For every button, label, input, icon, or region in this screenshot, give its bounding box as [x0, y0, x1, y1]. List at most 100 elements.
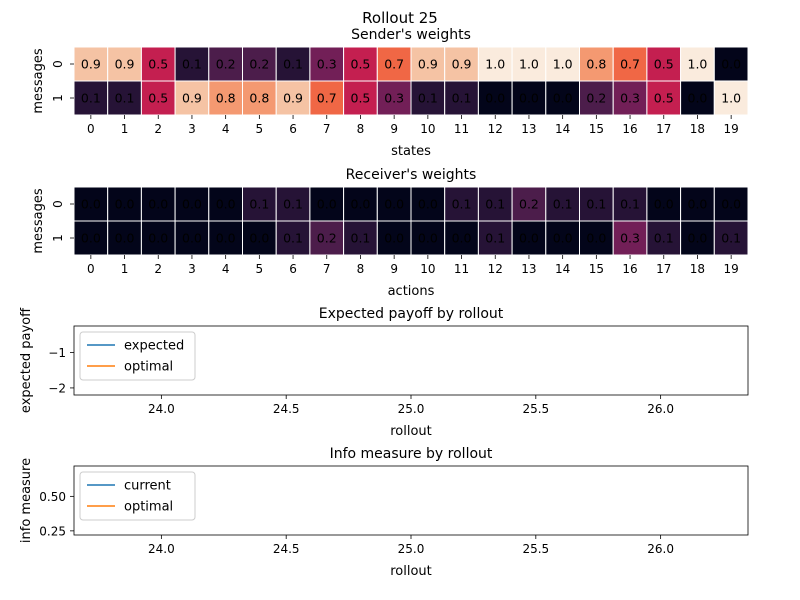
- x-tick-label: 26.0: [647, 542, 674, 556]
- heatmap-cell: [140, 186, 176, 222]
- cell-value-label: 0.1: [485, 231, 505, 246]
- plots: Sender's weights 0.9 0.9 0.5 0.1 0.2 0.2 0.1 0.3…: [19, 27, 749, 579]
- x-tick-label: 16: [622, 262, 637, 276]
- legend-label: current: [124, 479, 171, 494]
- y-axis-label: expected payoff: [19, 307, 34, 413]
- x-tick-label: 13: [521, 122, 536, 136]
- heatmap-cell: [208, 186, 244, 222]
- heatmap-cell: [612, 220, 648, 256]
- cell-value-label: 1.0: [553, 57, 573, 72]
- heatmap-cell: [579, 80, 614, 116]
- x-tick-label: 24.5: [273, 402, 300, 416]
- x-tick-label: 14: [555, 122, 570, 136]
- x-tick-label: 3: [188, 262, 196, 276]
- heatmap-cell: [680, 220, 715, 256]
- heatmap-cell: [343, 186, 378, 222]
- x-tick-label: 11: [454, 122, 469, 136]
- y-axis-label: messages: [31, 188, 46, 253]
- x-tick-label: 8: [357, 262, 365, 276]
- cell-value-label: 0.0: [115, 231, 135, 246]
- cell-value-label: 0.1: [620, 197, 640, 212]
- cell-value-label: 0.0: [81, 197, 101, 212]
- heatmap-cell: [713, 80, 749, 116]
- cell-value-label: 0.1: [351, 231, 371, 246]
- y-tick-label: −2: [48, 381, 66, 395]
- heatmap-cell: [444, 220, 479, 256]
- heatmap-cell: [73, 46, 109, 82]
- cell-value-label: 0.3: [317, 57, 337, 72]
- x-tick-label: 9: [390, 262, 398, 276]
- cell-value-label: 0.2: [586, 91, 606, 106]
- heatmap-cell: [410, 220, 446, 256]
- cell-value-label: 0.1: [485, 197, 505, 212]
- x-tick-label: 24.0: [148, 542, 175, 556]
- heatmap-cell: [477, 80, 513, 116]
- y-tick-label: 0: [51, 60, 65, 68]
- heatmap-cell: [107, 80, 142, 116]
- cell-value-label: 0.3: [620, 231, 640, 246]
- legend-box: [79, 331, 196, 381]
- heatmap-cell: [511, 80, 547, 116]
- cell-value-label: 0.1: [81, 91, 101, 106]
- cell-value-label: 1.0: [688, 57, 708, 72]
- heatmap-cell: [208, 220, 244, 256]
- cell-value-label: 0.9: [81, 57, 101, 72]
- cell-value-label: 0.0: [688, 91, 708, 106]
- x-tick-label: 25.0: [398, 402, 425, 416]
- cell-value-label: 0.0: [418, 197, 438, 212]
- cell-value-label: 0.0: [384, 231, 404, 246]
- cell-value-label: 0.1: [721, 231, 741, 246]
- x-axis-label: states: [391, 144, 431, 159]
- cell-value-label: 0.1: [283, 57, 303, 72]
- cell-value-label: 0.7: [384, 57, 404, 72]
- y-axis-label: messages: [31, 48, 46, 113]
- x-tick-label: 14: [555, 262, 570, 276]
- heatmap-cell: [612, 46, 648, 82]
- heatmap-cell: [579, 220, 614, 256]
- legend-box: [79, 471, 196, 521]
- cell-value-label: 0.3: [620, 91, 640, 106]
- cell-value-label: 0.0: [485, 91, 505, 106]
- y-tick-label: 0.50: [39, 490, 66, 504]
- cell-value-label: 0.0: [452, 231, 472, 246]
- cell-value-label: 0.7: [620, 57, 640, 72]
- heatmap-cell: [242, 186, 277, 222]
- x-tick-label: 2: [154, 262, 162, 276]
- y-tick-label: −1: [48, 346, 66, 360]
- cell-value-label: 0.0: [721, 197, 741, 212]
- cell-value-label: 0.0: [148, 231, 168, 246]
- x-tick-label: 8: [357, 122, 365, 136]
- x-tick-label: 19: [724, 262, 739, 276]
- y-tick-label: 1: [51, 94, 65, 102]
- heatmap-cell: [646, 80, 682, 116]
- cell-value-label: 0.9: [182, 91, 202, 106]
- heatmap-cell: [410, 186, 446, 222]
- x-tick-label: 24.5: [273, 542, 300, 556]
- cell-value-label: 0.1: [283, 197, 303, 212]
- cell-value-label: 1.0: [485, 57, 505, 72]
- figure-title: Rollout 25: [362, 9, 438, 27]
- cell-value-label: 0.9: [115, 57, 135, 72]
- x-tick-label: 4: [222, 122, 230, 136]
- heatmap-cell: [545, 186, 580, 222]
- heatmap-cell: [174, 186, 210, 222]
- heatmap-cell: [713, 46, 749, 82]
- x-tick-label: 16: [622, 122, 637, 136]
- cell-value-label: 0.0: [721, 57, 741, 72]
- cell-value-label: 0.5: [148, 57, 168, 72]
- heatmap-cell: [140, 220, 176, 256]
- x-tick-label: 18: [690, 122, 705, 136]
- x-tick-label: 2: [154, 122, 162, 136]
- x-tick-label: 26.0: [647, 402, 674, 416]
- cell-value-label: 0.0: [418, 231, 438, 246]
- cell-value-label: 0.2: [519, 197, 539, 212]
- cell-value-label: 0.0: [81, 231, 101, 246]
- heatmap-title: Receiver's weights: [346, 167, 477, 183]
- cell-value-label: 0.0: [351, 197, 371, 212]
- cell-value-label: 0.0: [688, 231, 708, 246]
- x-tick-label: 24.0: [148, 402, 175, 416]
- x-tick-label: 1: [121, 262, 129, 276]
- x-axis-label: rollout: [390, 564, 432, 579]
- cell-value-label: 0.0: [182, 231, 202, 246]
- cell-value-label: 0.5: [351, 91, 371, 106]
